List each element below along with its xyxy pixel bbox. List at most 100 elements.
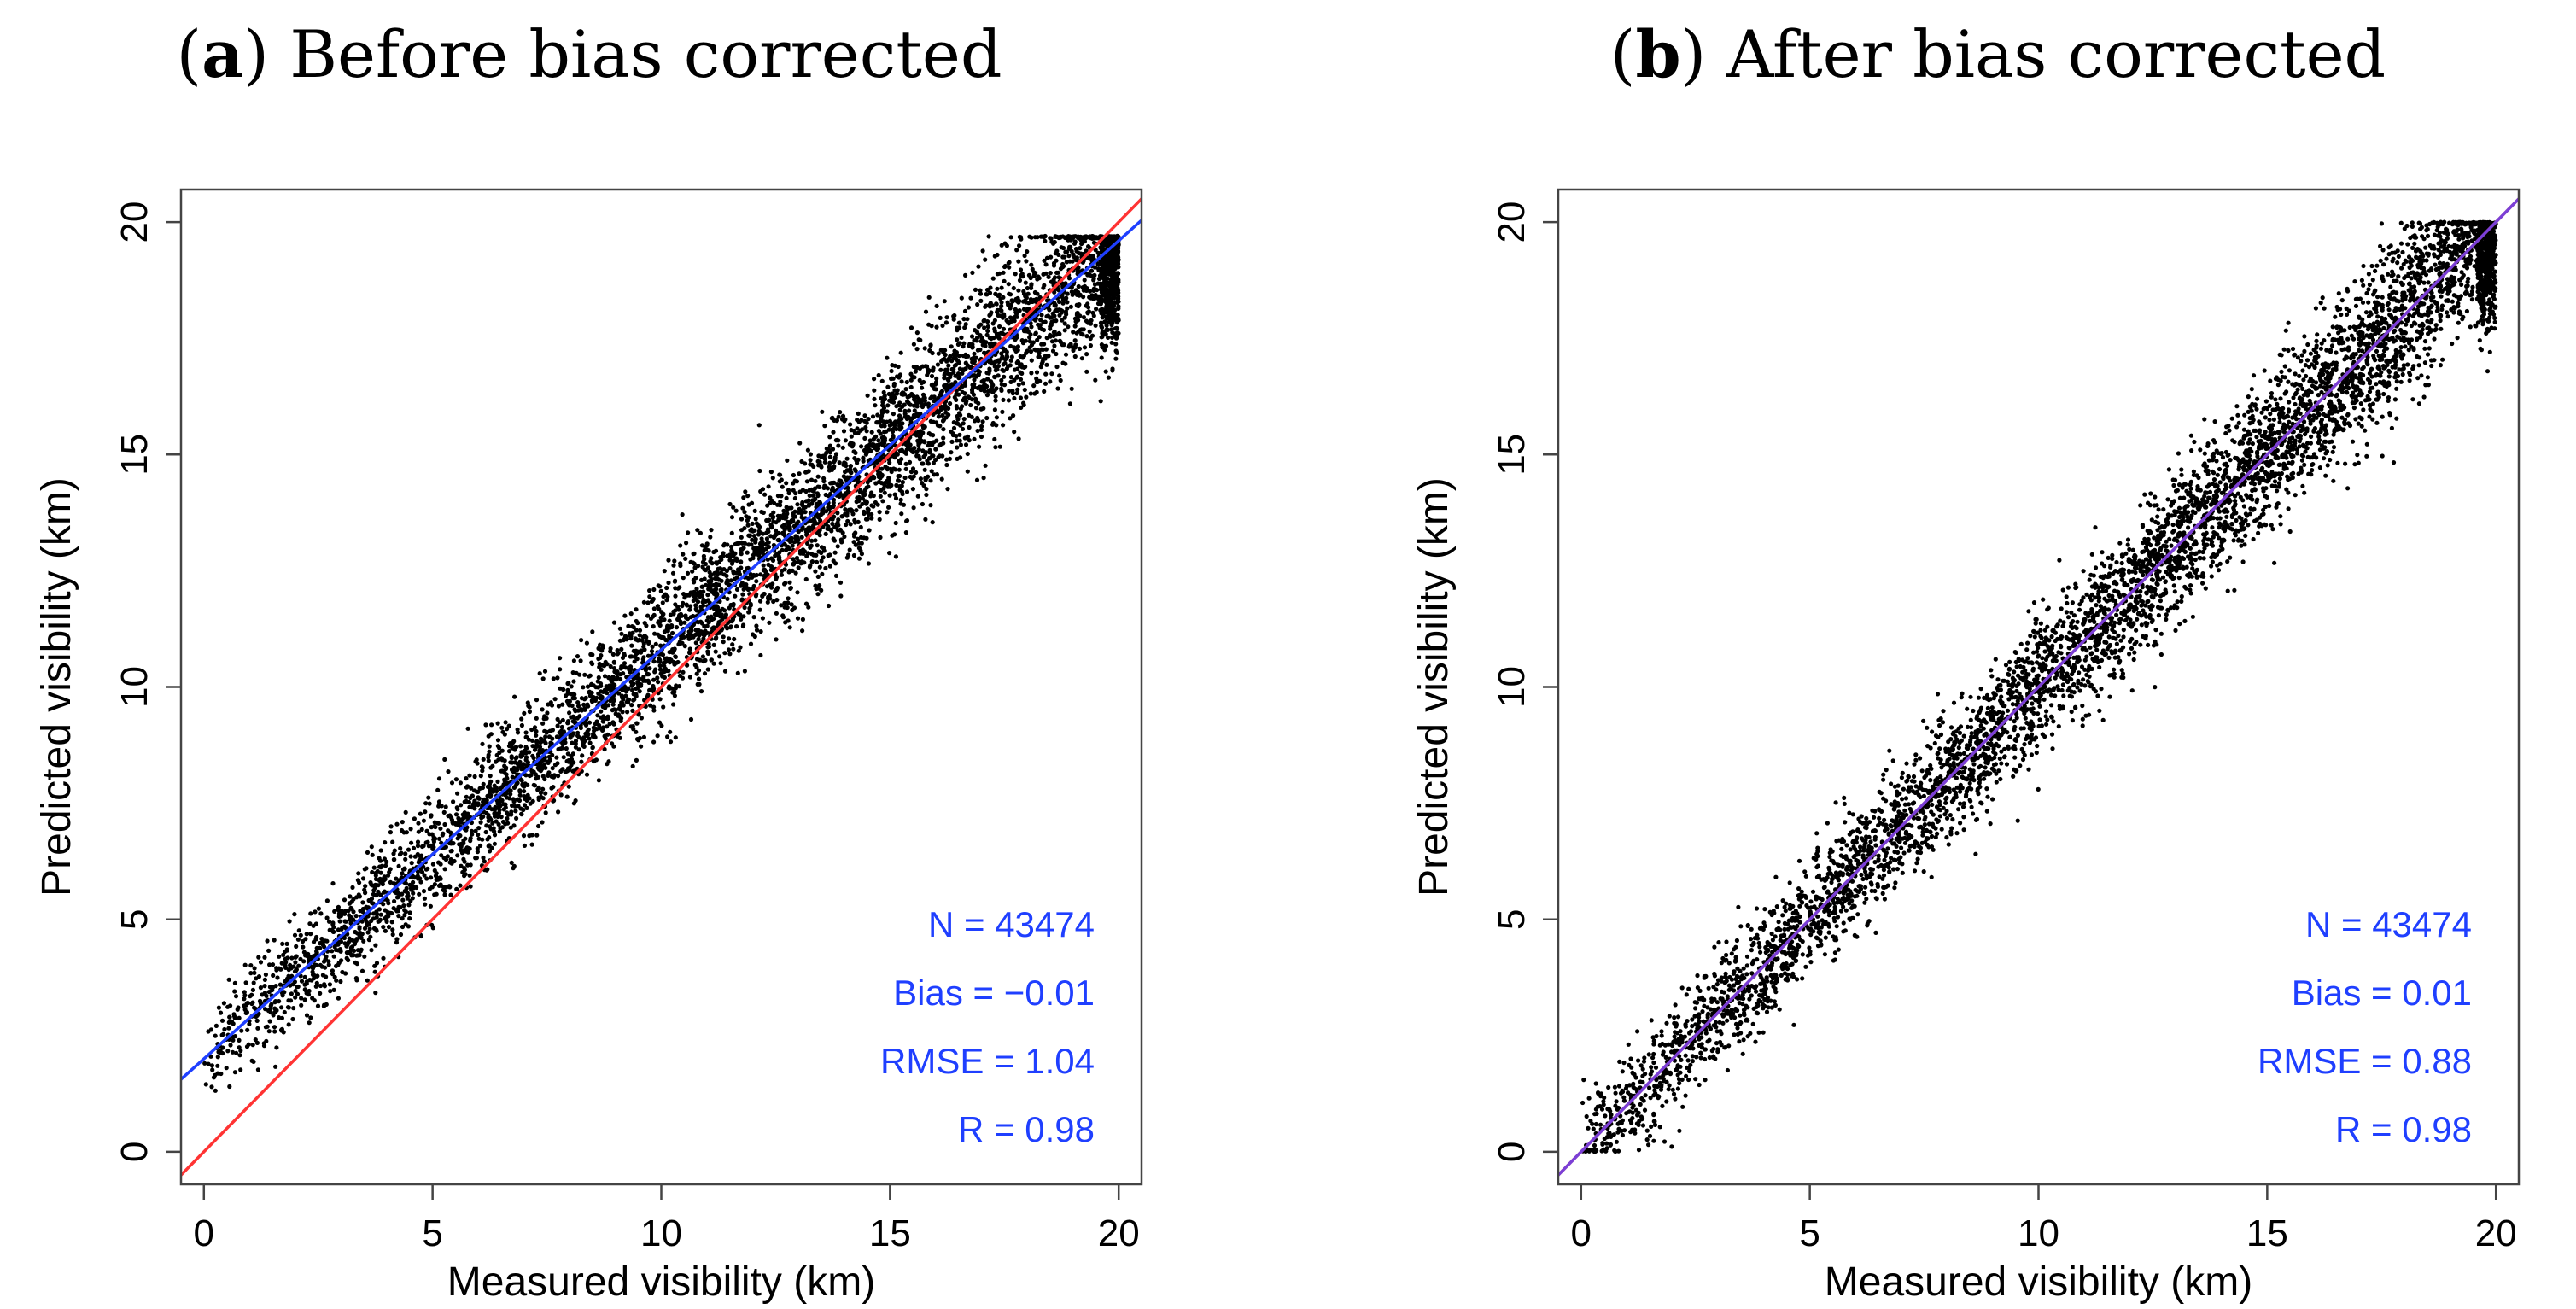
panel-a-point (482, 859, 487, 864)
panel-a-point (837, 460, 842, 465)
panel-a-point (944, 462, 949, 468)
panel-a-point (1008, 235, 1013, 240)
panel-a-point (587, 720, 593, 725)
panel-a-point (230, 1049, 236, 1055)
panel-a-point (742, 526, 747, 531)
panel-a-point (589, 698, 594, 704)
panel-a-point (659, 723, 664, 728)
panel-a-point (816, 453, 821, 459)
panel-a-point (789, 602, 794, 607)
panel-a-point (391, 851, 396, 856)
panel-a-point (422, 896, 427, 901)
panel-a-point (933, 447, 938, 452)
panel-a-point (494, 752, 499, 757)
panel-a-point (359, 947, 364, 952)
panel-a-point (855, 418, 860, 423)
panel-a-point (539, 759, 544, 764)
panel-a-point (664, 585, 669, 591)
panel-a-point (442, 889, 447, 894)
panel-a-point (424, 828, 429, 833)
panel-a-point (565, 751, 570, 757)
panel-a-point (698, 530, 704, 536)
panel-a-point (319, 936, 324, 942)
panel-a-point (406, 847, 412, 852)
panel-a-point (992, 375, 997, 380)
panel-a-point (928, 343, 933, 348)
panel-a-point (985, 324, 990, 330)
panel-a-point (1002, 278, 1007, 283)
panel-a-point (1001, 326, 1007, 331)
panel-a-point (803, 529, 809, 535)
panel-a-point (1054, 258, 1059, 263)
panel-a-point (774, 575, 780, 580)
panel-a-point (1062, 321, 1067, 326)
panel-a-point (663, 592, 669, 597)
panel-a-point (289, 991, 294, 996)
panel-a-point (522, 789, 527, 794)
panel-a-point (648, 703, 653, 708)
panel-a-point (1094, 307, 1099, 312)
panel-a-point (923, 476, 928, 481)
panel-a-point (663, 656, 668, 661)
panel-a-point (645, 678, 651, 683)
panel-a-point (523, 773, 529, 778)
panel-a-point (256, 955, 261, 960)
panel-a-point (821, 478, 827, 484)
panel-a-point (476, 789, 481, 795)
panel-a-point (308, 911, 313, 916)
panel-a-point (992, 436, 997, 442)
panel-a-point (928, 432, 933, 437)
panel-a-point (232, 1070, 237, 1075)
panel-a-point (876, 372, 881, 378)
panel-a-point (519, 716, 524, 722)
panel-a-point (446, 769, 451, 774)
panel-a-point (252, 966, 257, 971)
panel-a-point (343, 971, 348, 976)
panel-a-point (732, 636, 737, 642)
panel-a-point (997, 324, 1002, 330)
panel-a-point (571, 801, 577, 806)
panel-a-point (442, 867, 447, 872)
panel-a-point (962, 325, 967, 330)
panel-a-point (881, 419, 886, 424)
panel-a-point (361, 938, 366, 944)
panel-a-point (513, 783, 518, 789)
panel-a-point (202, 1061, 207, 1066)
panel-a-point (826, 505, 831, 511)
panel-a-point (517, 788, 523, 793)
panel-a-point (236, 1005, 241, 1010)
panel-a-point (364, 904, 369, 909)
panel-a-point (477, 786, 482, 792)
panel-a-point (485, 784, 491, 790)
panel-a-point (822, 459, 827, 465)
panel-a-point (708, 535, 713, 540)
panel-a-point (872, 377, 877, 382)
panel-a-point (415, 851, 420, 857)
panel-a-point (436, 836, 442, 842)
panel-a-point (1004, 243, 1009, 248)
panel-a-point (232, 980, 237, 985)
panel-a-point (551, 785, 556, 790)
panel-a-point (993, 291, 998, 296)
panel-a-point (893, 554, 898, 559)
panel-a-point (856, 556, 862, 561)
panel-a-point (851, 552, 857, 558)
panel-a-point (935, 362, 940, 367)
panel-a-point (705, 615, 711, 620)
panel-a-point (904, 442, 909, 447)
panel-a-point (1091, 286, 1096, 291)
panel-a-point (681, 552, 686, 557)
panel-a-point (746, 610, 751, 615)
panel-a-point (514, 755, 519, 760)
panel-a-point (999, 243, 1004, 248)
panel-a-point (770, 558, 776, 564)
panel-a-point (661, 611, 666, 617)
panel-a-point (914, 453, 920, 459)
panel-a-point (878, 535, 883, 541)
panel-a-point (431, 837, 436, 842)
panel-a-point (783, 620, 788, 625)
panel-a-point (555, 675, 560, 681)
panel-a-point (780, 523, 786, 529)
panel-a-point (762, 492, 768, 497)
